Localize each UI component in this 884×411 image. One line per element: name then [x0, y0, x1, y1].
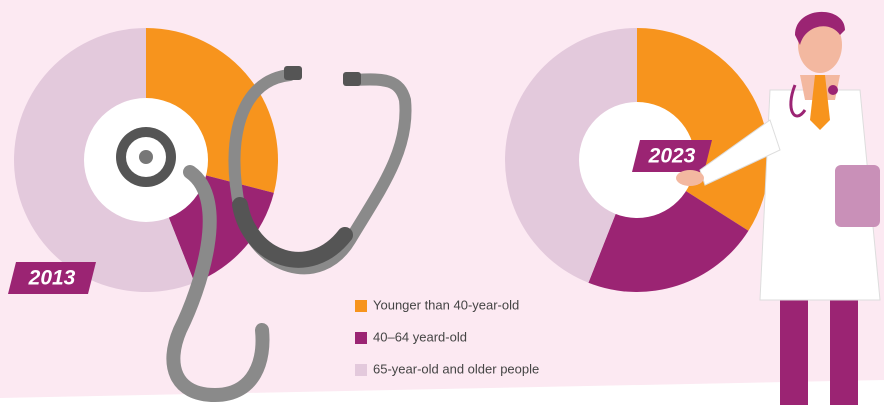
doctor: [676, 11, 881, 405]
legend-swatch: [355, 364, 367, 376]
year-label: 2013: [28, 267, 76, 290]
year-banner: [8, 262, 96, 294]
pies: 2013 2023: [8, 28, 769, 294]
legend: Younger than 40-year-old 40–64 yeard-old 6…: [355, 297, 539, 376]
pie-slice: [504, 28, 637, 283]
stethoscope: [116, 66, 412, 403]
year-label: 2023: [648, 145, 696, 168]
year-banner: [632, 140, 712, 172]
legend-label: 40–64 yeard-old: [373, 329, 467, 344]
legend-swatch: [355, 300, 367, 312]
legend-label: Younger than 40-year-old: [373, 297, 519, 312]
legend-label: 65-year-old and older people: [373, 361, 539, 376]
background-stripe: [0, 380, 884, 411]
legend-swatch: [355, 332, 367, 344]
